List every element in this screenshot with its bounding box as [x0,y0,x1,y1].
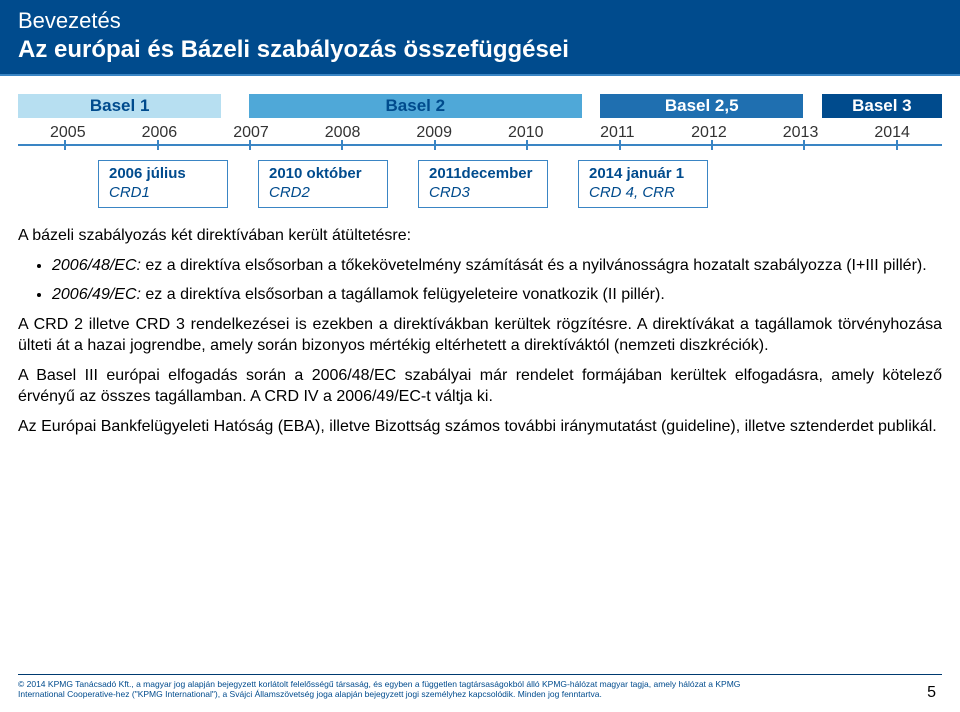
body-text: A bázeli szabályozás két direktívában ke… [18,226,942,438]
basel-bar: Basel 1 Basel 2 Basel 2,5 Basel 3 [18,94,942,118]
directive-desc: ez a direktíva elsősorban a tagállamok f… [141,286,665,303]
axis-tick [803,140,805,150]
event-label: CRD 4, CRR [589,184,697,201]
directive-code: 2006/48/EC: [52,257,141,274]
event-box: 2011december CRD3 [418,160,548,208]
axis-tick [526,140,528,150]
directive-code: 2006/49/EC: [52,286,141,303]
intro-paragraph: A bázeli szabályozás két direktívában ke… [18,226,942,246]
year-label: 2012 [663,124,755,142]
year-label: 2005 [22,124,114,142]
event-date: 2006 július [109,165,217,182]
event-date: 2011december [429,165,537,182]
axis-tick [619,140,621,150]
directive-desc: ez a direktíva elsősorban a tőkekövetelm… [141,257,927,274]
footer: © 2014 KPMG Tanácsadó Kft., a magyar jog… [18,674,942,702]
basel-segment [221,94,249,118]
event-date: 2010 október [269,165,377,182]
axis-tick [249,140,251,150]
basel-segment: Basel 2,5 [600,94,803,118]
paragraph: A CRD 2 illetve CRD 3 rendelkezései is e… [18,315,942,356]
event-box: 2006 július CRD1 [98,160,228,208]
slide-header: Bevezetés Az európai és Bázeli szabályoz… [0,0,960,76]
header-title: Az európai és Bázeli szabályozás összefü… [18,36,942,64]
year-label: 2014 [846,124,938,142]
basel-segment: Basel 3 [822,94,942,118]
axis-tick [341,140,343,150]
axis-tick [434,140,436,150]
event-date: 2014 január 1 [589,165,697,182]
basel-segment [582,94,600,118]
event-box: 2010 október CRD2 [258,160,388,208]
footer-copyright: © 2014 KPMG Tanácsadó Kft., a magyar jog… [18,679,778,699]
event-box: 2014 január 1 CRD 4, CRR [578,160,708,208]
paragraph: A Basel III európai elfogadás során a 20… [18,366,942,407]
basel-segment: Basel 1 [18,94,221,118]
timeline: Basel 1 Basel 2 Basel 2,5 Basel 3 20052006 2… [18,94,942,208]
axis-tick [157,140,159,150]
events-row: 2006 július CRD1 2010 október CRD2 2011decem… [18,160,942,208]
paragraph: Az Európai Bankfelügyeleti Hatóság (EBA)… [18,417,942,437]
event-label: CRD3 [429,184,537,201]
axis-tick [896,140,898,150]
list-item: 2006/48/EC: ez a direktíva elsősorban a … [52,256,942,276]
event-label: CRD1 [109,184,217,201]
basel-segment: Basel 2 [249,94,582,118]
year-label: 2011 [572,124,664,142]
timeline-axis [18,144,942,146]
year-label: 2006 [114,124,206,142]
basel-segment [803,94,821,118]
header-subtitle: Bevezetés [18,8,942,34]
page-number: 5 [927,679,942,702]
axis-tick [711,140,713,150]
axis-tick [64,140,66,150]
event-label: CRD2 [269,184,377,201]
list-item: 2006/49/EC: ez a direktíva elsősorban a … [52,285,942,305]
year-label: 2013 [755,124,847,142]
slide-content: Basel 1 Basel 2 Basel 2,5 Basel 3 20052006 2… [0,76,960,438]
directive-list: 2006/48/EC: ez a direktíva elsősorban a … [18,256,942,305]
